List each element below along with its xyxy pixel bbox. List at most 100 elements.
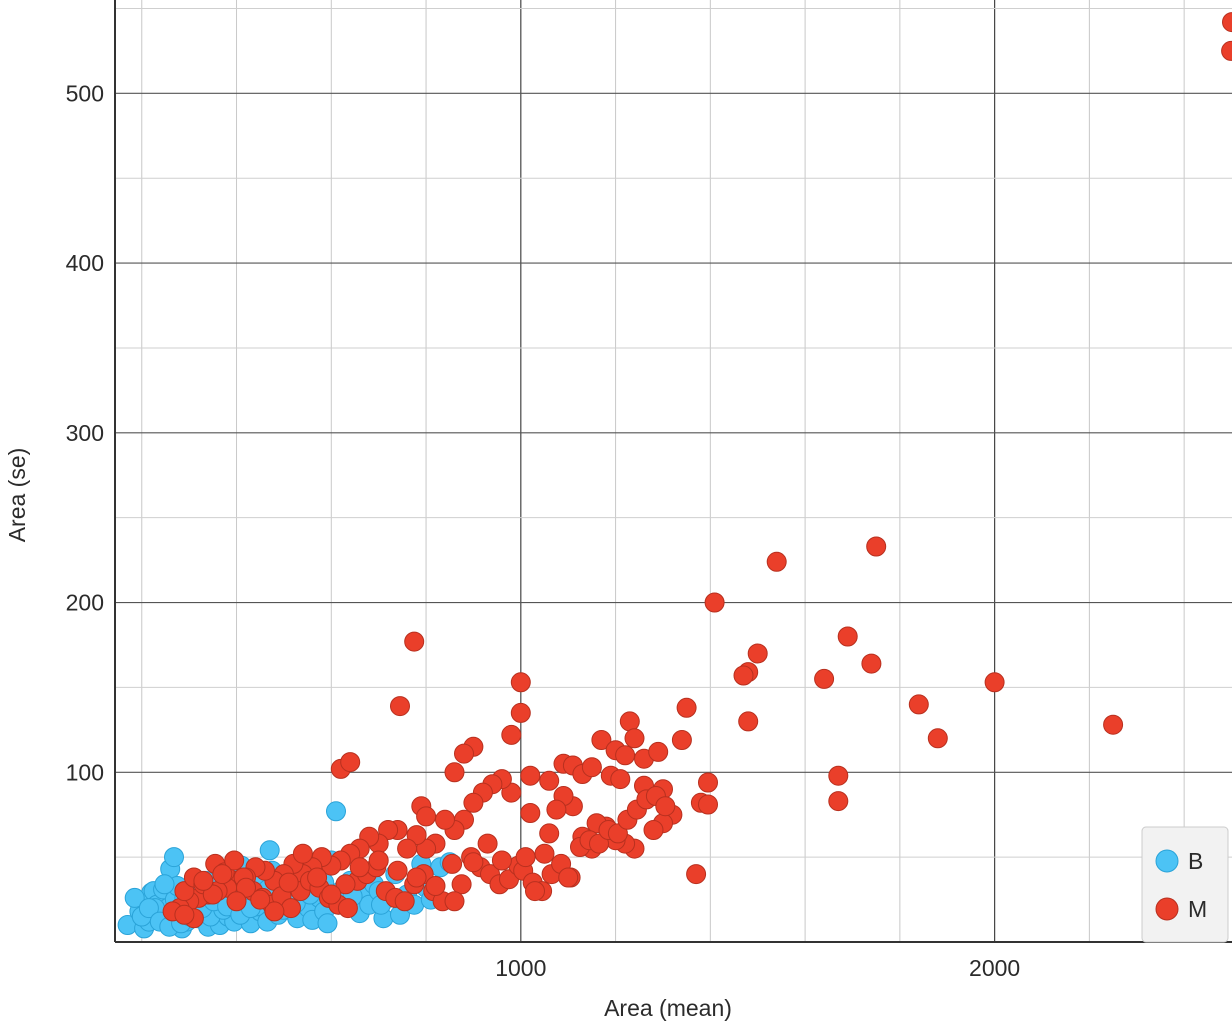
- data-point-m: [738, 711, 759, 732]
- data-point-m: [394, 891, 415, 912]
- data-point-m: [515, 847, 536, 868]
- data-point-m: [236, 877, 256, 898]
- data-point-m: [368, 850, 389, 871]
- x-tick-label: 2000: [969, 955, 1020, 981]
- data-point-m: [390, 696, 410, 717]
- data-point-m: [212, 864, 233, 885]
- y-tick-label: 500: [66, 80, 104, 106]
- data-point-m: [281, 898, 301, 919]
- data-point-m: [648, 741, 669, 762]
- y-tick-label: 300: [66, 420, 104, 446]
- x-axis-title: Area (mean): [604, 995, 732, 1021]
- data-point-m: [435, 809, 455, 830]
- data-point-m: [174, 881, 195, 902]
- legend-box: [1141, 826, 1229, 943]
- data-point-m: [1222, 12, 1232, 33]
- legend-label-b: B: [1188, 848, 1203, 874]
- data-point-m: [828, 765, 849, 786]
- legend: B M: [1141, 826, 1229, 943]
- data-point-b: [259, 840, 280, 861]
- legend-marker-b: [1155, 849, 1179, 873]
- data-point-m: [984, 672, 1005, 693]
- data-point-m: [624, 728, 645, 749]
- data-point-m: [676, 697, 697, 718]
- data-point-m: [321, 884, 342, 905]
- data-point-m: [397, 838, 418, 859]
- data-point-m: [193, 870, 214, 891]
- data-point-m: [927, 728, 948, 749]
- data-point-m: [387, 860, 408, 881]
- data-point-m: [814, 668, 835, 689]
- data-point-m: [406, 867, 427, 888]
- data-point-m: [591, 730, 612, 750]
- data-point-m: [463, 792, 484, 813]
- tick-labels: 1000 2000 100 200 300 400 500: [66, 80, 1021, 981]
- data-point-m: [501, 724, 522, 745]
- data-point-m: [619, 711, 640, 732]
- data-point-m: [733, 665, 754, 686]
- data-point-m: [525, 881, 545, 902]
- data-point-m: [747, 643, 768, 664]
- data-point-m: [307, 867, 328, 888]
- data-point-m: [539, 823, 560, 844]
- data-point-m: [686, 864, 707, 885]
- data-point-m: [224, 850, 245, 871]
- data-point-m: [510, 702, 531, 723]
- data-point-m: [292, 843, 313, 864]
- data-point-m: [416, 806, 437, 827]
- data-point-m: [278, 872, 299, 893]
- data-point-m: [340, 752, 361, 773]
- data-point-m: [534, 843, 555, 864]
- legend-marker-m: [1155, 897, 1179, 921]
- data-point-m: [546, 799, 567, 820]
- data-point-b: [326, 801, 346, 822]
- data-point-m: [404, 631, 425, 652]
- data-point-m: [610, 769, 631, 790]
- data-point-m: [643, 820, 664, 840]
- series-m: [162, 12, 1232, 929]
- data-point-m: [837, 626, 858, 647]
- data-point-m: [704, 592, 725, 613]
- y-tick-label: 400: [66, 250, 104, 276]
- data-point-m: [655, 796, 676, 817]
- data-point-m: [491, 850, 512, 871]
- data-point-m: [615, 745, 636, 766]
- data-point-m: [444, 891, 465, 912]
- data-point-b: [164, 847, 184, 868]
- data-point-m: [581, 757, 602, 778]
- data-point-m: [607, 823, 628, 844]
- data-point-m: [589, 833, 609, 854]
- data-point-m: [454, 743, 474, 764]
- data-point-m: [226, 891, 247, 912]
- data-point-m: [861, 653, 882, 674]
- y-axis-title: Area (se): [4, 448, 30, 543]
- data-point-m: [250, 889, 271, 910]
- data-point-m: [451, 874, 472, 895]
- data-point-b: [154, 874, 175, 895]
- data-point-m: [698, 772, 718, 793]
- data-point-m: [1103, 714, 1124, 735]
- data-point-m: [174, 904, 195, 925]
- data-point-m: [539, 770, 560, 791]
- data-point-m: [477, 833, 498, 854]
- data-points: [117, 12, 1232, 939]
- data-point-m: [349, 857, 370, 878]
- data-point-m: [337, 898, 358, 919]
- legend-label-m: M: [1188, 896, 1207, 922]
- data-point-m: [828, 791, 849, 812]
- data-point-m: [463, 852, 484, 873]
- y-tick-label: 200: [66, 590, 104, 616]
- data-point-m: [698, 794, 718, 815]
- data-point-m: [908, 694, 929, 715]
- data-point-m: [425, 876, 446, 896]
- data-point-m: [335, 874, 356, 895]
- data-point-m: [520, 765, 541, 786]
- data-point-m: [1221, 40, 1232, 61]
- data-point-m: [558, 867, 579, 888]
- data-point-b: [138, 898, 159, 919]
- data-point-m: [444, 762, 465, 783]
- data-point-m: [866, 536, 887, 557]
- data-point-m: [264, 901, 285, 922]
- data-point-m: [442, 853, 463, 874]
